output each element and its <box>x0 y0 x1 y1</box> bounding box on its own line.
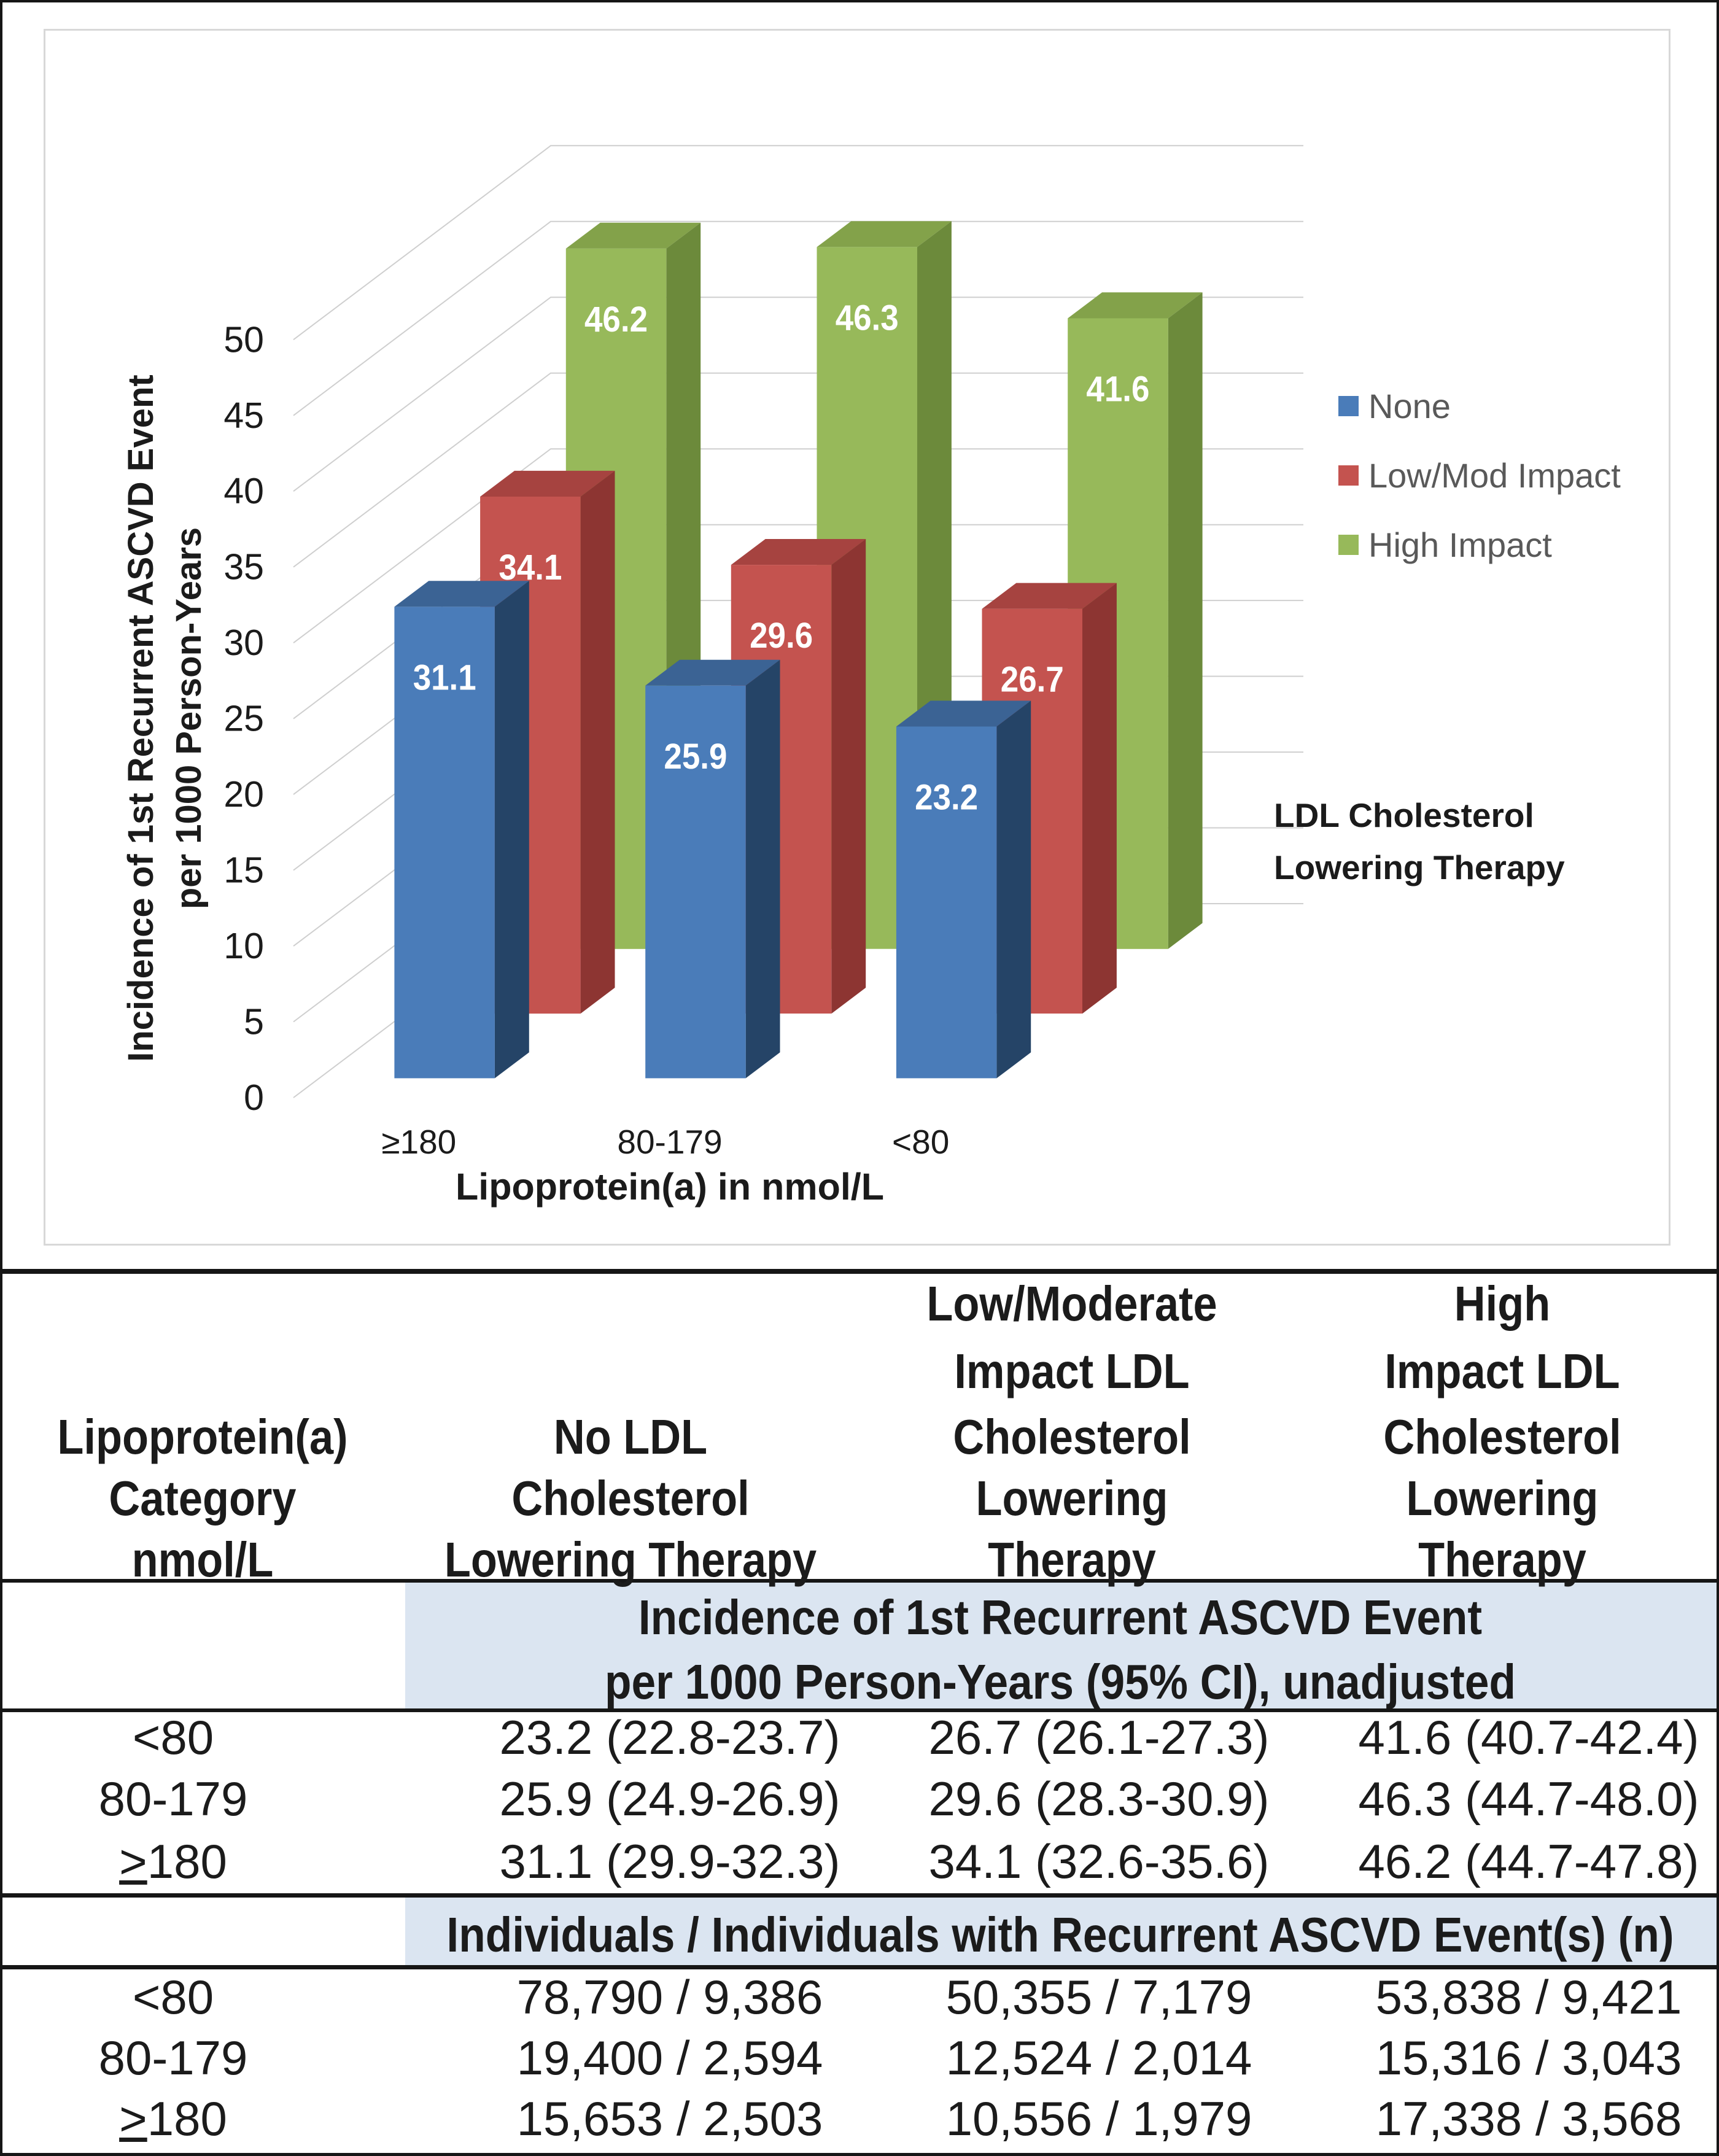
svg-text:23.2: 23.2 <box>915 778 978 818</box>
svg-text:25: 25 <box>223 699 264 739</box>
svg-text:None: None <box>1368 387 1451 425</box>
svg-text:per 1000 Person-Years: per 1000 Person-Years <box>169 527 209 909</box>
svg-text:Lowering Therapy: Lowering Therapy <box>1274 848 1565 886</box>
svg-text:46.3: 46.3 <box>836 298 899 338</box>
svg-text:80-179: 80-179 <box>617 1123 722 1161</box>
svg-text:46.2: 46.2 <box>584 300 648 339</box>
svg-text:40: 40 <box>223 471 264 511</box>
svg-text:<80: <80 <box>892 1123 949 1161</box>
svg-text:High Impact: High Impact <box>1368 525 1552 564</box>
svg-text:34.1: 34.1 <box>499 548 562 587</box>
svg-text:10: 10 <box>223 926 264 966</box>
svg-text:20: 20 <box>223 774 264 815</box>
svg-text:45: 45 <box>223 395 264 436</box>
svg-text:Incidence of 1st Recurrent ASC: Incidence of 1st Recurrent ASCVD Event <box>121 374 161 1061</box>
svg-text:26.7: 26.7 <box>1001 660 1064 700</box>
svg-text:0: 0 <box>244 1077 264 1118</box>
svg-text:Lipoprotein(a) in nmol/L: Lipoprotein(a) in nmol/L <box>456 1166 884 1208</box>
svg-text:50: 50 <box>223 319 264 360</box>
svg-text:30: 30 <box>223 622 264 663</box>
svg-text:15: 15 <box>223 850 264 891</box>
svg-text:41.6: 41.6 <box>1086 370 1149 409</box>
svg-text:31.1: 31.1 <box>413 657 476 697</box>
svg-text:25.9: 25.9 <box>664 737 727 777</box>
svg-text:≥180: ≥180 <box>381 1123 456 1161</box>
svg-text:Low/Mod Impact: Low/Mod Impact <box>1368 456 1621 495</box>
svg-text:5: 5 <box>244 1002 264 1042</box>
svg-text:LDL Cholesterol: LDL Cholesterol <box>1274 796 1534 834</box>
svg-text:35: 35 <box>223 547 264 587</box>
svg-text:29.6: 29.6 <box>750 616 813 656</box>
